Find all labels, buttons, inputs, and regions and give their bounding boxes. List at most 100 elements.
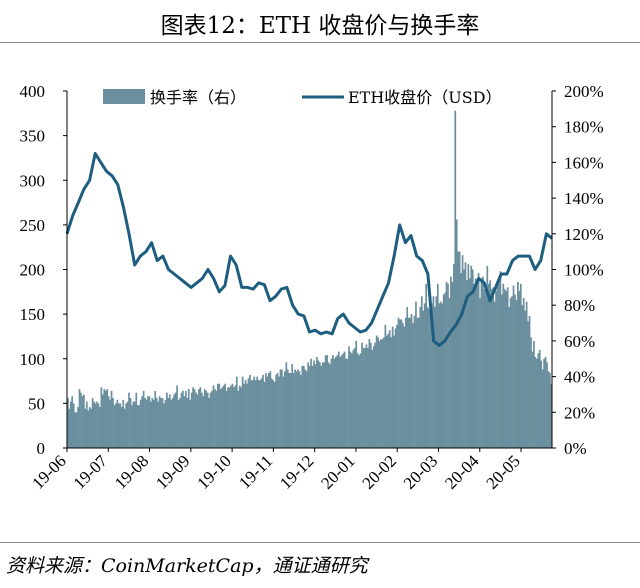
turnover-bar xyxy=(106,389,109,448)
turnover-bar xyxy=(119,403,122,449)
turnover-bar xyxy=(259,380,261,448)
turnover-bar xyxy=(190,392,193,448)
turnover-bar xyxy=(203,389,206,448)
turnover-bar xyxy=(543,358,545,448)
turnover-bar xyxy=(368,339,371,448)
turnover-bar xyxy=(406,306,409,448)
turnover-bar xyxy=(362,348,365,448)
turnover-bar xyxy=(72,403,75,449)
turnover-bar xyxy=(158,396,161,448)
turnover-bar xyxy=(450,276,452,448)
turnover-bar xyxy=(139,399,142,448)
x-tick-label: 20-04 xyxy=(441,451,483,493)
turnover-bar xyxy=(116,399,119,448)
turnover-bar xyxy=(254,380,257,448)
left-tick-label: 200 xyxy=(20,261,46,280)
turnover-bar xyxy=(339,356,342,448)
turnover-bar xyxy=(385,335,388,448)
turnover-bar xyxy=(157,401,160,448)
turnover-bar xyxy=(540,360,543,448)
x-tick-label: 20-01 xyxy=(317,451,358,492)
turnover-bar xyxy=(439,301,442,448)
turnover-bar xyxy=(519,283,522,448)
turnover-bar xyxy=(407,317,410,448)
turnover-bar xyxy=(419,306,422,448)
turnover-bar xyxy=(215,390,218,448)
turnover-bar xyxy=(85,401,88,448)
turnover-bar xyxy=(410,314,413,449)
turnover-bar xyxy=(524,310,527,448)
turnover-bar xyxy=(400,319,403,448)
turnover-bar xyxy=(482,276,484,448)
turnover-bar xyxy=(200,392,203,448)
turnover-bar xyxy=(233,387,235,448)
turnover-bar xyxy=(463,269,465,448)
turnover-bar xyxy=(217,383,219,448)
turnover-bar xyxy=(150,401,152,448)
turnover-bar xyxy=(458,251,461,448)
x-tick-label: 20-05 xyxy=(482,451,523,492)
turnover-bar xyxy=(479,298,481,448)
turnover-bar xyxy=(321,362,324,448)
turnover-bar xyxy=(412,323,414,448)
turnover-bar xyxy=(428,308,430,448)
turnover-bar xyxy=(138,405,141,448)
turnover-bar xyxy=(74,412,76,448)
turnover-bar xyxy=(372,346,375,448)
turnover-bar xyxy=(100,387,103,448)
turnover-bar xyxy=(291,364,293,448)
turnover-bar xyxy=(418,317,420,448)
turnover-bar xyxy=(199,387,202,448)
turnover-bar xyxy=(251,380,254,448)
turnover-bar xyxy=(257,380,260,448)
turnover-bar xyxy=(471,269,474,448)
turnover-bar xyxy=(409,317,411,448)
turnover-bar xyxy=(94,403,97,449)
turnover-bar xyxy=(103,389,106,448)
turnover-bar xyxy=(327,362,330,448)
x-tick-label: 19-12 xyxy=(276,451,317,492)
turnover-bar xyxy=(425,283,427,448)
turnover-bar xyxy=(404,317,407,448)
turnover-bar xyxy=(391,326,394,448)
turnover-bar xyxy=(247,378,250,448)
left-tick-label: 400 xyxy=(20,82,46,101)
turnover-bar xyxy=(84,408,87,448)
x-tick-label: 19-07 xyxy=(70,451,112,493)
turnover-bar xyxy=(288,373,291,448)
turnover-bar xyxy=(304,369,307,448)
turnover-bar xyxy=(544,356,547,448)
x-tick-label: 20-02 xyxy=(359,451,400,492)
turnover-bar xyxy=(192,387,194,448)
price-line xyxy=(65,152,553,347)
turnover-bar xyxy=(183,396,186,448)
turnover-bar xyxy=(369,342,372,448)
legend-bar-label: 换手率（右） xyxy=(150,88,246,107)
turnover-bar xyxy=(499,271,502,448)
turnover-bar xyxy=(474,278,477,448)
turnover-bar xyxy=(155,398,158,448)
turnover-bar xyxy=(549,373,551,448)
legend-line-label: ETH收盘价（USD） xyxy=(348,88,502,107)
turnover-bar xyxy=(244,380,247,448)
turnover-bar xyxy=(374,342,377,448)
turnover-bar xyxy=(193,389,196,448)
legend: 换手率（右） ETH收盘价（USD） xyxy=(103,88,502,107)
chart-title: 图表12：ETH 收盘价与换手率 xyxy=(160,13,480,39)
turnover-bar xyxy=(371,349,374,448)
turnover-bar xyxy=(377,337,379,448)
right-tick-label: 100% xyxy=(564,261,604,280)
turnover-bar xyxy=(263,381,266,448)
turnover-bar xyxy=(134,401,136,448)
turnover-bar xyxy=(104,390,107,448)
turnover-bar xyxy=(177,399,180,448)
turnover-bar xyxy=(171,398,174,448)
turnover-bar xyxy=(320,365,323,448)
turnover-bar xyxy=(141,396,143,448)
turnover-bar xyxy=(351,353,353,448)
turnover-bar xyxy=(145,399,148,448)
turnover-bar xyxy=(359,353,362,448)
chart: 0 50 100 150 200 250 300 350 400 0% 20% 40% 60% 80% 1… xyxy=(20,82,604,493)
turnover-bars xyxy=(67,110,553,449)
turnover-bar xyxy=(182,390,184,448)
